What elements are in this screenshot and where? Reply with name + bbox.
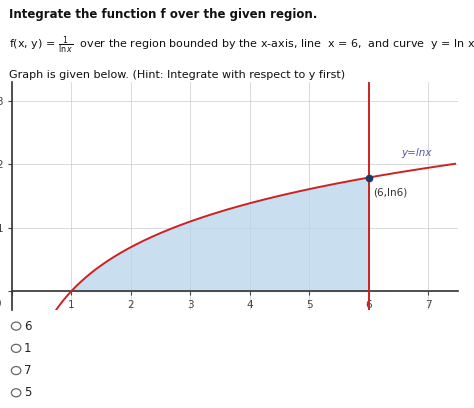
Text: Integrate the function f over the given region.: Integrate the function f over the given … [9, 8, 318, 21]
Text: 1: 1 [24, 342, 31, 355]
Text: f(x, y) = $\frac{1}{\ln x}$  over the region bounded by the x-axis, line  x = 6,: f(x, y) = $\frac{1}{\ln x}$ over the reg… [9, 35, 474, 56]
Text: 6: 6 [24, 319, 31, 333]
Text: y=lnx: y=lnx [401, 148, 432, 158]
Text: 7: 7 [24, 364, 31, 377]
Text: (6,ln6): (6,ln6) [374, 187, 408, 197]
Text: Graph is given below. (Hint: Integrate with respect to y first): Graph is given below. (Hint: Integrate w… [9, 70, 346, 80]
Text: 5: 5 [24, 386, 31, 399]
